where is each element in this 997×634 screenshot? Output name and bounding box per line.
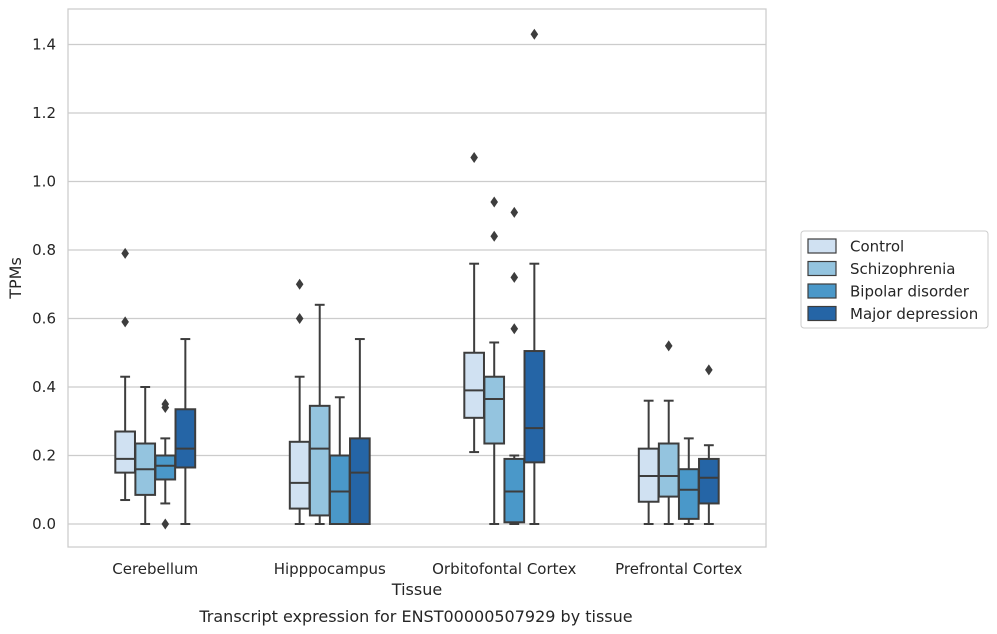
legend-swatch (807, 238, 837, 254)
box-bipolar-disorder (328, 396, 351, 525)
legend-label: Schizophrenia (850, 260, 955, 278)
outlier-point (161, 518, 170, 530)
box-iqr (174, 408, 197, 469)
box-schizophrenia (657, 340, 680, 525)
box-schizophrenia (483, 196, 506, 525)
plot-frame (67, 8, 767, 548)
x-axis-title: Tissue (391, 580, 442, 599)
box-major-depression (174, 338, 197, 525)
box-iqr (463, 351, 485, 419)
outlier-point (490, 196, 499, 208)
y-tick-label: 0.6 (32, 310, 56, 328)
outlier-point (161, 398, 170, 410)
y-tick-label: 1.2 (32, 104, 56, 122)
box-iqr (698, 457, 720, 505)
box-iqr (154, 454, 177, 481)
chart-caption: Transcript expression for ENST0000050792… (198, 607, 632, 626)
y-axis-title: TPMs (6, 257, 25, 300)
box-iqr (523, 350, 546, 464)
box-major-depression (698, 364, 720, 525)
outlier-point (121, 316, 129, 328)
outlier-point (121, 247, 129, 259)
outlier-point (295, 278, 304, 290)
box-iqr (328, 454, 351, 525)
box-iqr (114, 430, 136, 474)
box-control (288, 278, 311, 525)
outlier-point (295, 313, 304, 324)
y-tick-label: 0.4 (32, 378, 56, 396)
box-iqr (288, 440, 311, 510)
box-schizophrenia (134, 386, 157, 525)
y-tick-label: 0.0 (32, 515, 56, 533)
box-bipolar-disorder (503, 206, 526, 525)
legend-swatch (807, 305, 837, 322)
y-tick-labels: 0.0 0.2 0.4 0.6 0.8 1.0 1.2 1.4 (32, 36, 56, 534)
box-major-depression (523, 28, 546, 525)
box-iqr (483, 375, 506, 445)
legend-label: Bipolar disorder (850, 283, 970, 301)
x-tick-label: Prefrontal Cortex (615, 560, 742, 578)
y-tick-label: 0.8 (32, 241, 56, 259)
legend-swatch (807, 260, 837, 277)
box-major-depression (349, 338, 371, 525)
y-tick-label: 0.2 (32, 447, 56, 465)
x-tick-label: Orbitofontal Cortex (432, 560, 576, 578)
legend: Control Schizophrenia Bipolar disorder Majo… (800, 230, 989, 329)
legend-label: Control (850, 238, 904, 256)
outlier-point (510, 323, 519, 335)
outlier-point (530, 28, 539, 40)
legend-frame (800, 230, 989, 329)
outlier-point (490, 230, 499, 242)
x-tick-label: Cerebellum (112, 560, 198, 578)
box-control (463, 152, 485, 454)
box-iqr (349, 437, 371, 525)
outlier-point (510, 271, 519, 283)
outlier-point (705, 364, 713, 376)
x-tick-label: Hipppocampus (274, 560, 386, 578)
box-bipolar-disorder (154, 398, 177, 530)
box-iqr (677, 468, 700, 520)
y-tick-label: 1.4 (32, 36, 56, 54)
box-control (114, 247, 136, 502)
outlier-point (510, 206, 519, 218)
box-schizophrenia (308, 303, 331, 525)
legend-label: Major depression (850, 305, 978, 323)
box-bipolar-disorder (677, 437, 700, 525)
legend-swatch (807, 283, 837, 299)
outlier-point (470, 152, 478, 164)
box-plots (114, 28, 720, 530)
outlier-point (664, 340, 673, 352)
box-control (637, 399, 660, 525)
y-tick-label: 1.0 (32, 173, 56, 191)
box-iqr (657, 442, 680, 498)
box-iqr (308, 404, 331, 517)
x-tick-labels: Cerebellum Hipppocampus Orbitofontal Corte… (112, 560, 742, 578)
